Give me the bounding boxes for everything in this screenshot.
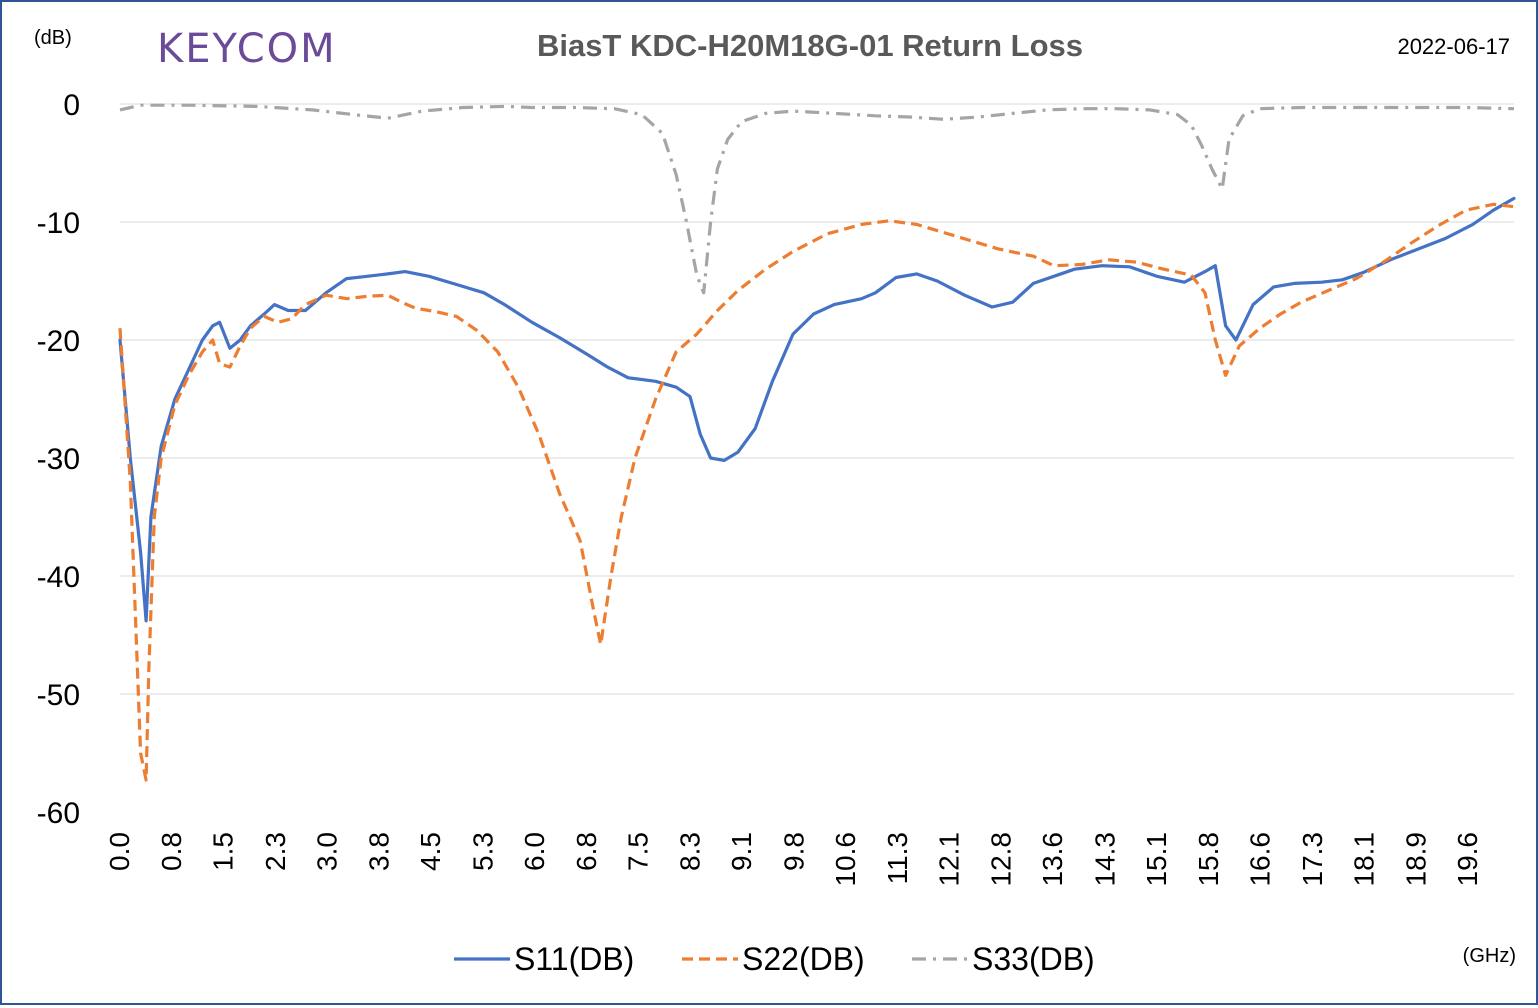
y-tick-label: -20 [37, 325, 80, 358]
x-tick-labels: 0.0 0.8 1.5 2.3 3.0 3.8 4.5 5.3 6.0 6.8 7.5 8.3 9.1 9… [104, 832, 1483, 887]
x-tick-label: 13.6 [1037, 832, 1068, 887]
y-tick-label: -50 [37, 679, 80, 712]
x-tick-label: 15.8 [1193, 832, 1224, 887]
x-tick-label: 4.5 [415, 832, 446, 871]
series-line-2 [118, 202, 1515, 782]
y-tick-label: 0 [63, 89, 80, 122]
x-tick-label: 5.3 [467, 832, 498, 871]
gridlines [120, 103, 1514, 695]
legend-label: S33(DB) [972, 941, 1095, 977]
series-lines [118, 103, 1516, 782]
y-axis-unit: (dB) [34, 27, 72, 49]
x-axis-unit: (GHz) [1463, 945, 1516, 967]
y-tick-label: -10 [37, 207, 80, 240]
x-tick-label: 16.6 [1245, 832, 1276, 887]
x-tick-label: 12.1 [934, 832, 965, 887]
x-tick-label: 11.3 [882, 832, 913, 884]
x-tick-label: 18.1 [1348, 832, 1379, 887]
y-tick-label: -60 [37, 797, 80, 830]
x-tick-label: 3.8 [364, 832, 395, 871]
x-tick-label: 6.8 [571, 832, 602, 871]
x-tick-label: 19.6 [1452, 832, 1483, 887]
x-tick-label: 14.3 [1089, 832, 1120, 887]
x-tick-label: 1.5 [208, 832, 239, 871]
legend-label: S22(DB) [742, 941, 865, 977]
x-tick-label: 6.0 [519, 832, 550, 871]
keycom-logo: KEYCOM [157, 26, 337, 72]
series-line-3 [119, 103, 1515, 295]
x-tick-label: 17.3 [1297, 832, 1328, 887]
x-tick-label: 9.1 [726, 832, 757, 871]
x-tick-label: 18.9 [1400, 832, 1431, 887]
x-tick-label: 0.8 [156, 832, 187, 871]
y-tick-labels: 0 -10 -20 -30 -40 -50 -60 [37, 89, 80, 830]
series-line-1 [118, 196, 1516, 623]
x-tick-label: 7.5 [622, 832, 653, 871]
chart-date: 2022-06-17 [1397, 34, 1510, 59]
x-tick-label: 9.8 [778, 832, 809, 871]
x-tick-label: 0.0 [104, 832, 135, 871]
x-tick-label: 2.3 [260, 832, 291, 871]
legend-label: S11(DB) [514, 941, 634, 977]
y-tick-label: -30 [37, 443, 80, 476]
x-tick-label: 10.6 [830, 832, 861, 887]
x-tick-label: 15.1 [1141, 832, 1172, 887]
y-tick-label: -40 [37, 561, 80, 594]
x-tick-label: 3.0 [311, 832, 342, 871]
legend: S11(DB) S22(DB) S33(DB) [454, 941, 1095, 977]
chart-title: BiasT KDC-H20M18G-01 Return Loss [537, 28, 1083, 63]
x-tick-label: 8.3 [675, 832, 706, 871]
x-tick-label: 12.8 [986, 832, 1017, 887]
